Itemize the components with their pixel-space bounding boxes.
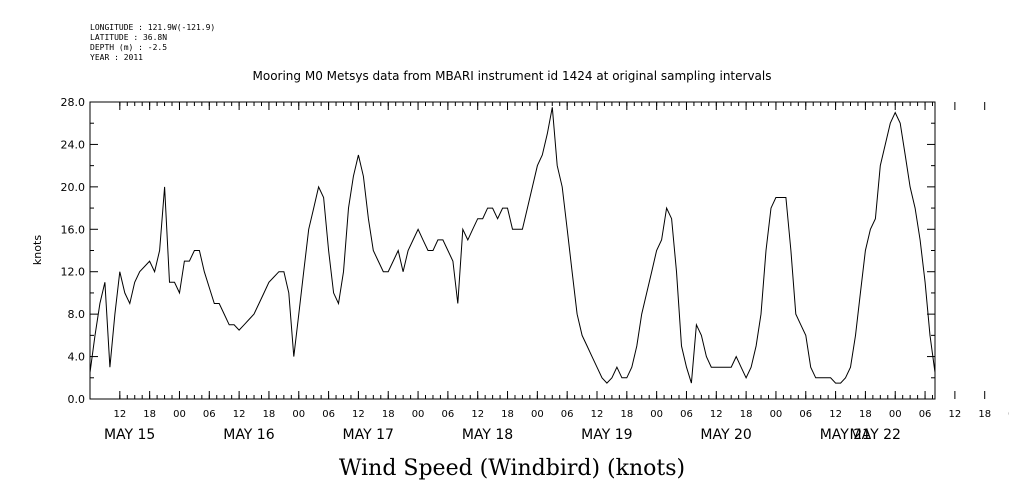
y-axis-label: knots <box>31 235 44 265</box>
y-tick-label: 4.0 <box>68 351 86 364</box>
x-day-label: MAY 18 <box>462 427 513 443</box>
x-day-label: MAY 19 <box>581 427 632 443</box>
x-day-label: MAY 21 <box>820 427 871 443</box>
x-day-label: MAY 15 <box>104 427 155 443</box>
meta-latitude: LATITUDE : 36.8N <box>90 33 167 42</box>
x-hour-label: 12 <box>710 409 723 420</box>
x-day-label: MAY 20 <box>700 427 751 443</box>
series-group <box>89 107 936 384</box>
y-tick-label: 20.0 <box>61 181 86 194</box>
x-hour-label: 12 <box>352 409 365 420</box>
x-hour-label: 18 <box>978 409 991 420</box>
x-hour-label: 18 <box>620 409 633 420</box>
x-hour-label: 12 <box>591 409 604 420</box>
x-hour-label: 06 <box>799 409 812 420</box>
y-tick-label: 16.0 <box>61 223 86 236</box>
wind-speed-line <box>89 107 936 384</box>
x-hour-label: 18 <box>143 409 156 420</box>
x-hour-label: 12 <box>949 409 962 420</box>
x-hour-label: 00 <box>173 409 186 420</box>
x-hour-label: 06 <box>919 409 932 420</box>
x-hour-label: 18 <box>263 409 276 420</box>
y-tick-label: 28.0 <box>61 96 86 109</box>
x-hour-label: 00 <box>531 409 544 420</box>
y-tick-label: 12.0 <box>61 266 86 279</box>
x-hour-label: 00 <box>292 409 305 420</box>
x-hour-label: 12 <box>113 409 126 420</box>
x-hour-label: 18 <box>740 409 753 420</box>
x-hour-label: 06 <box>322 409 335 420</box>
x-hour-label: 06 <box>561 409 574 420</box>
x-hour-label: 00 <box>770 409 783 420</box>
x-hour-label: 06 <box>680 409 693 420</box>
x-axis-title: Wind Speed (Windbird) (knots) <box>339 456 685 481</box>
meta-depth: DEPTH (m) : -2.5 <box>90 43 167 52</box>
x-day-label: MAY 17 <box>343 427 394 443</box>
x-axis: 12 18 00 06 12 18 00 06 12 18 00 06 12 18 00 06 12 18 00 06… <box>104 102 1009 443</box>
meta-year: YEAR : 2011 <box>90 53 143 62</box>
x-hour-label: 18 <box>501 409 514 420</box>
x-hour-label: 00 <box>412 409 425 420</box>
y-tick-label: 24.0 <box>61 138 86 151</box>
y-axis: 0.0 4.0 8.0 12.0 16.0 20.0 24.0 28.0 <box>61 96 935 406</box>
x-hour-label: 18 <box>382 409 395 420</box>
metadata-block: LONGITUDE : 121.9W(-121.9) LATITUDE : 36… <box>90 23 215 62</box>
y-tick-label: 8.0 <box>68 308 86 321</box>
chart-title: Mooring M0 Metsys data from MBARI instru… <box>253 69 772 83</box>
x-hour-label: 18 <box>859 409 872 420</box>
x-hour-label: 00 <box>650 409 663 420</box>
x-hour-label: 12 <box>471 409 484 420</box>
x-hour-label: 12 <box>233 409 246 420</box>
x-hour-label: 06 <box>442 409 455 420</box>
x-hour-label: 12 <box>829 409 842 420</box>
x-day-label: MAY 22 <box>850 427 901 443</box>
x-day-label: MAY 16 <box>223 427 274 443</box>
x-hour-label: 00 <box>889 409 902 420</box>
y-tick-label: 0.0 <box>68 393 86 406</box>
x-hour-label: 06 <box>203 409 216 420</box>
meta-longitude: LONGITUDE : 121.9W(-121.9) <box>90 23 215 32</box>
